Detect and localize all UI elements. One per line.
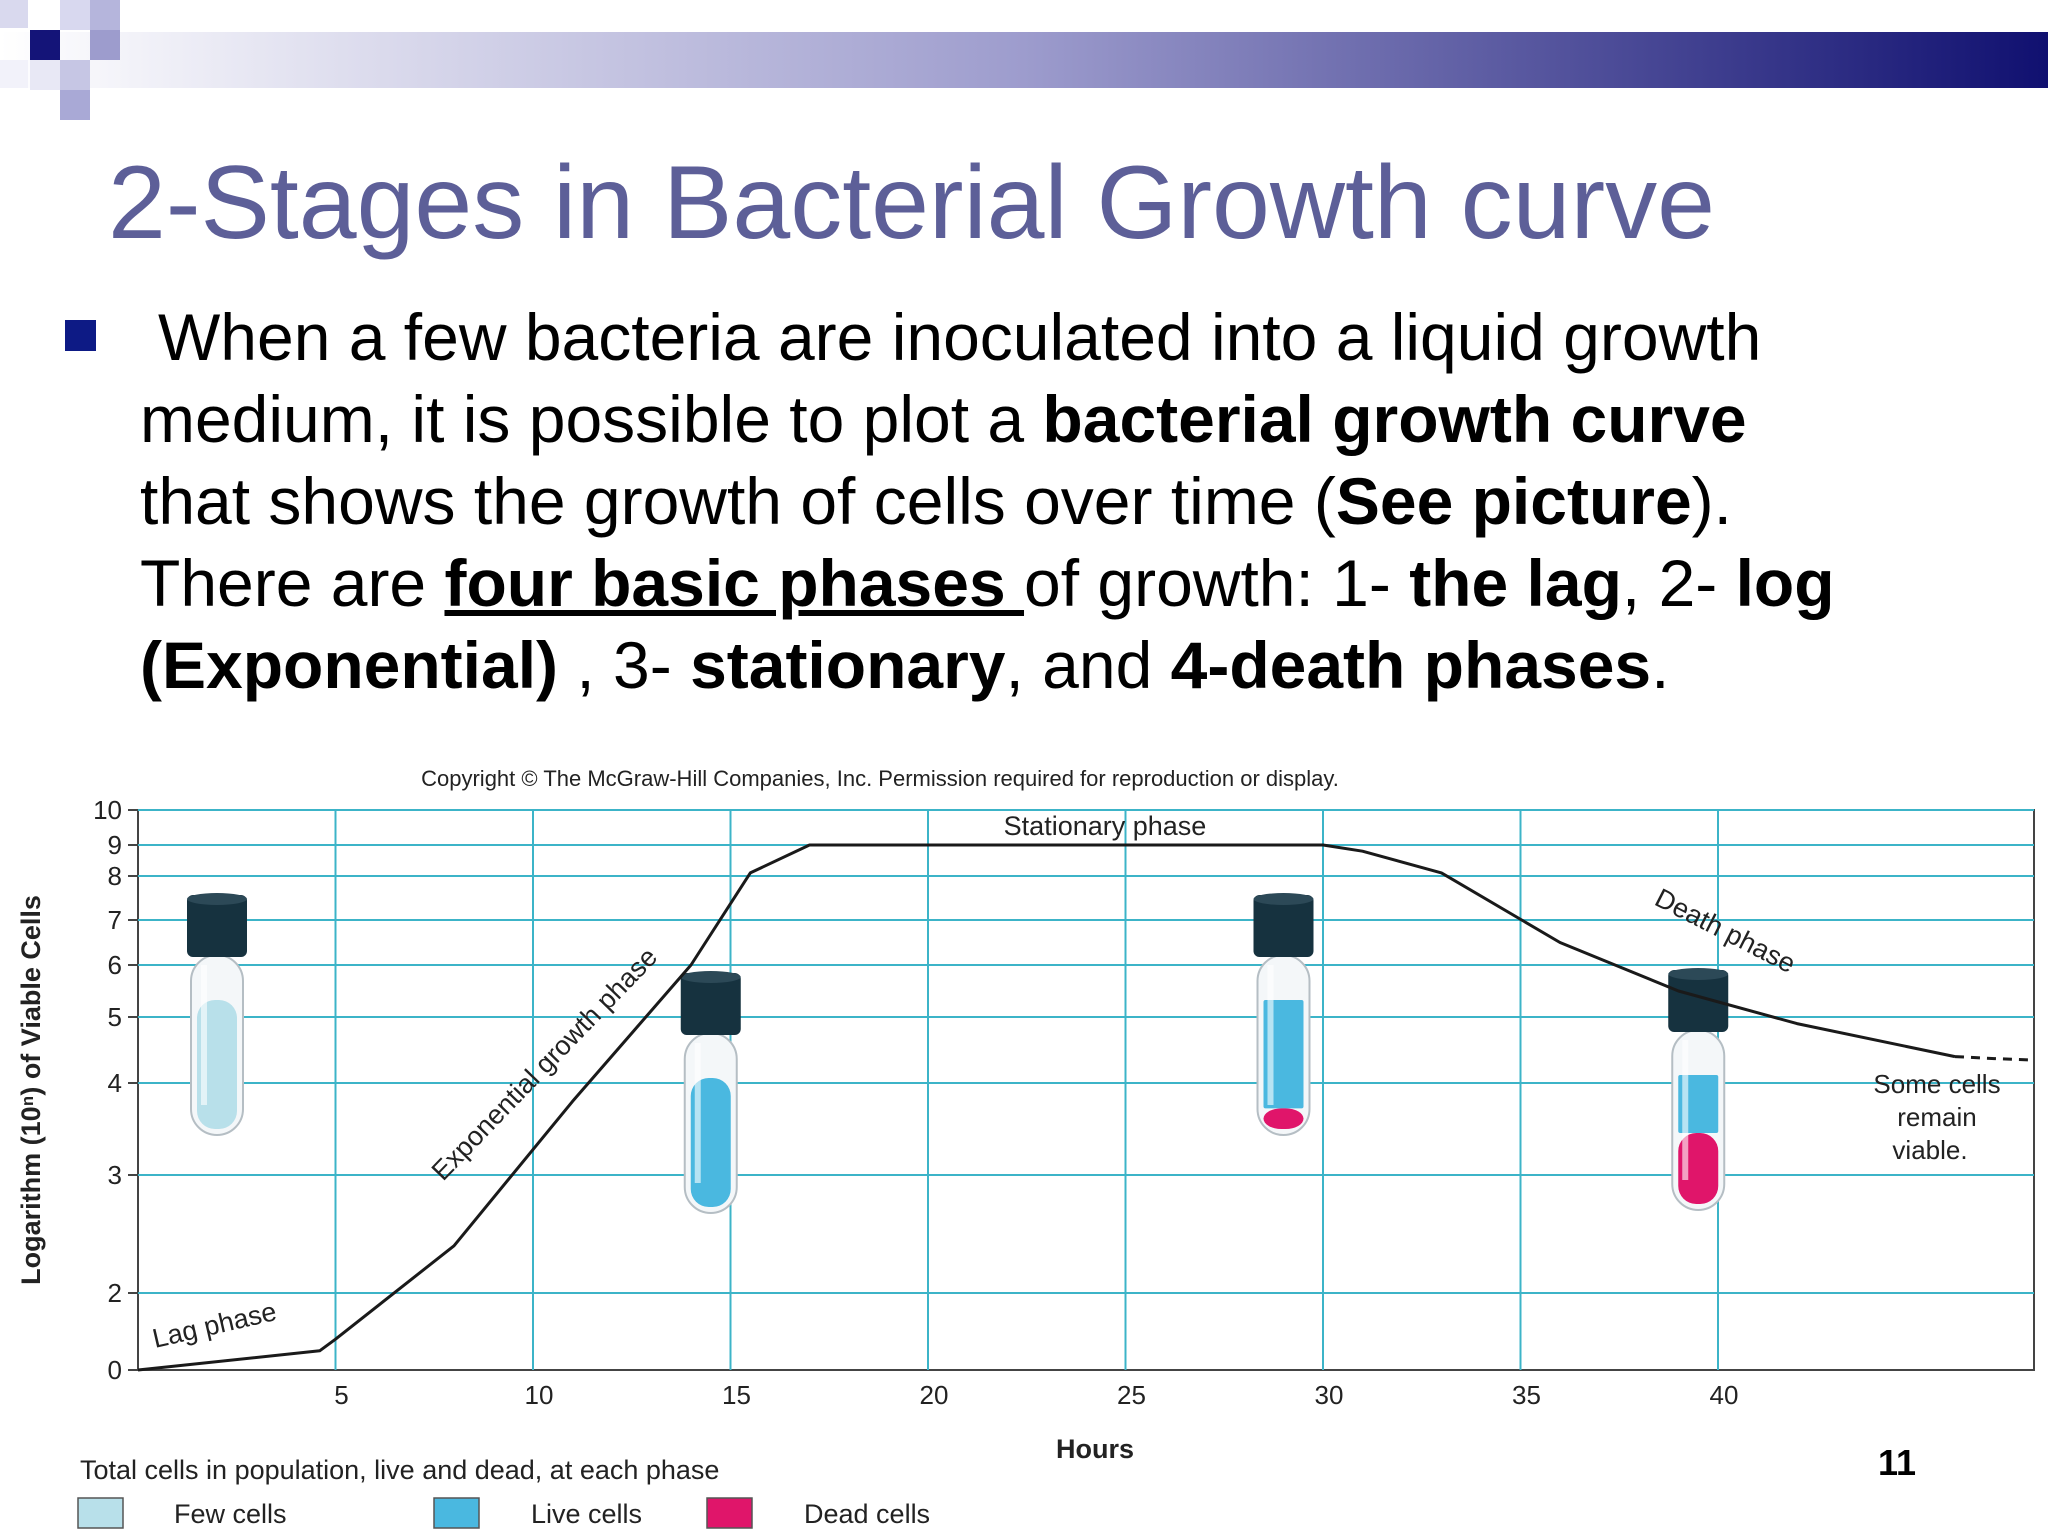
header-banner [0,0,2048,120]
y-tick-label: 8 [108,861,122,891]
tube-cap-top [1668,968,1729,980]
text-run: medium, it is possible to plot a [140,382,1043,456]
x-axis-ticks: 5 10 15 20 25 30 35 40 [334,1380,1738,1410]
growth-curve-figure: Copyright © The McGraw-Hill Companies, I… [16,766,2035,1529]
legend-label-dead-cells: Dead cells [804,1499,930,1529]
text-bold: log [1735,546,1835,620]
slide-title: 2-Stages in Bacterial Growth curve [108,145,1715,261]
x-tick-label: 35 [1512,1380,1541,1410]
banner-square [60,60,90,90]
y-tick-label: 5 [108,1002,122,1032]
bullet-square-icon [65,320,96,351]
y-tick-label: 6 [108,950,122,980]
tube-cap-top [187,893,247,905]
legend-label-few-cells: Few cells [174,1499,287,1529]
text-run: When a few bacteria are inoculated into … [158,300,1762,374]
bullet-text: When a few bacteria are inoculated into … [140,296,2020,706]
tube-highlight [1267,965,1274,1105]
text-run: of growth: 1- [1024,546,1410,620]
text-bold: stationary [690,628,1006,702]
text-bold: bacterial growth curve [1042,382,1747,456]
plot-frame [137,809,2035,1371]
banner-square [0,60,28,88]
tube-cap [187,895,247,957]
y-tick-label: 7 [108,905,122,935]
x-tick-label: 15 [722,1380,751,1410]
text-bold: 4-death phases [1170,628,1652,702]
x-tick-label: 25 [1117,1380,1146,1410]
y-axis-label: Logarithm (10ⁿ) of Viable Cells [16,895,46,1285]
test-tubes [187,893,1729,1214]
plot-grid [138,809,2034,1370]
viable-annotation-line: Some cells [1873,1069,2000,1099]
tube-highlight [201,965,207,1105]
text-run: , 2- [1621,546,1736,620]
x-tick-label: 20 [920,1380,949,1410]
y-tick-label: 3 [108,1160,122,1190]
banner-square [60,90,90,120]
legend-swatch-live-cells [433,1497,480,1529]
test-tube [1668,968,1729,1211]
text-bold-underlined: four basic phases [444,546,1025,620]
y-tick-label: 10 [93,795,122,825]
y-tick-label: 2 [108,1278,122,1308]
y-tick-label: 9 [108,830,122,860]
test-tube [187,893,247,1136]
growth-curve-extrapolation [1954,1055,2031,1062]
text-run: ). [1691,464,1732,538]
viable-annotation-line: viable. [1892,1135,1967,1165]
banner-square [60,0,90,30]
copyright-notice: Copyright © The McGraw-Hill Companies, I… [421,766,1339,791]
test-tube [1253,893,1314,1136]
text-run: that shows the growth of cells over time… [140,464,1336,538]
x-axis-label: Hours [1056,1434,1134,1464]
x-tick-label: 10 [525,1380,554,1410]
y-axis-ticks: 0 2 3 4 5 6 7 89 10 [93,795,138,1385]
tube-cap [1668,970,1729,1032]
banner-square [30,60,60,90]
legend-swatch-few-cells [77,1497,124,1529]
banner-bar [0,32,2048,88]
viable-annotation-line: remain [1897,1102,1976,1132]
text-bold: the lag [1409,546,1622,620]
text-run: There are [140,546,445,620]
legend-title: Total cells in population, live and dead… [80,1455,719,1485]
stationary-phase-label: Stationary phase [1004,811,1207,841]
text-bold: (Exponential) [140,628,559,702]
text-run: , 3- [558,628,691,702]
tube-cap [1253,895,1314,957]
banner-square [0,0,28,28]
banner-square [90,30,120,60]
text-bold: See picture [1335,464,1692,538]
legend-swatch-dead-cells [706,1497,753,1529]
y-tick-label: 0 [108,1355,122,1385]
x-tick-label: 40 [1710,1380,1739,1410]
test-tube [680,971,741,1214]
tube-cap-top [1253,893,1314,905]
tube-cap-top [680,971,741,983]
legend-label-live-cells: Live cells [531,1499,642,1529]
y-tick-label: 4 [108,1068,122,1098]
text-run: , and [1005,628,1171,702]
tube-liquid-dead [1263,1108,1304,1129]
page-number: 11 [1878,1442,1917,1483]
growth-curve-line [137,843,1956,1372]
tube-highlight [694,1043,701,1183]
exponential-phase-label: Exponential growth phase [426,942,663,1186]
text-run: . [1651,628,1670,702]
x-tick-label: 5 [334,1380,348,1410]
banner-square [30,30,60,60]
banner-square [90,0,120,30]
x-tick-label: 30 [1315,1380,1344,1410]
tube-cap [680,973,741,1035]
lag-phase-label: Lag phase [150,1296,280,1354]
tube-highlight [1682,1040,1689,1180]
